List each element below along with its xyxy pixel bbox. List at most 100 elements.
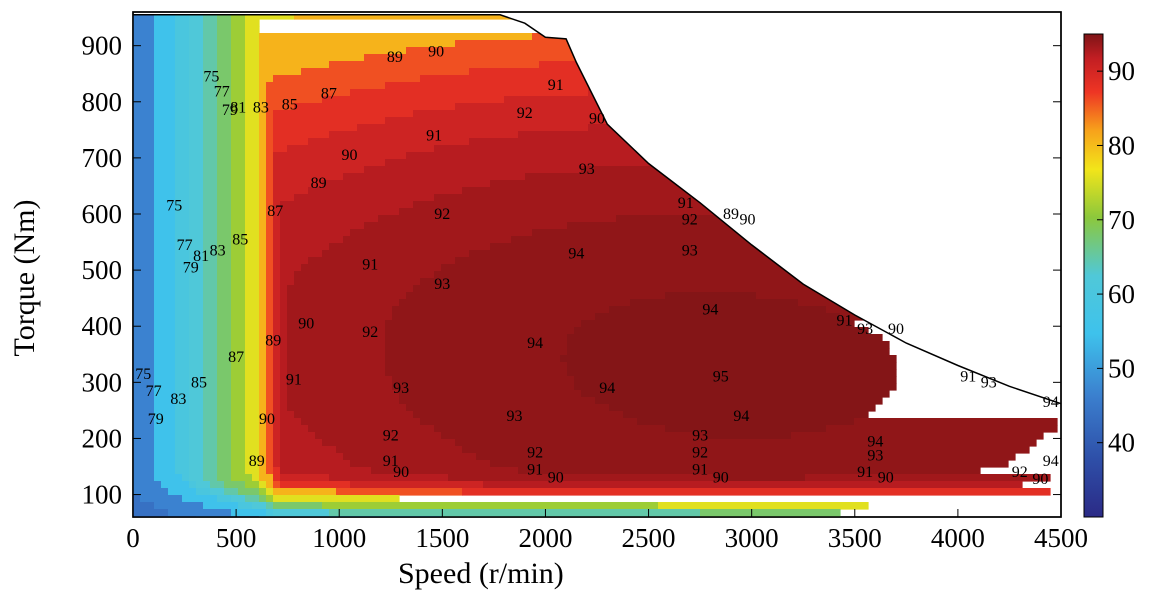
contour-band bbox=[154, 68, 176, 76]
contour-band bbox=[154, 222, 176, 230]
contour-label-90: 90 bbox=[259, 411, 275, 428]
contour-band bbox=[294, 194, 435, 202]
contour-band bbox=[259, 313, 267, 321]
contour-band bbox=[154, 341, 176, 349]
contour-band bbox=[322, 502, 659, 510]
contour-band bbox=[266, 89, 351, 97]
contour-band bbox=[154, 425, 176, 433]
contour-band bbox=[203, 222, 218, 230]
contour-label-94: 94 bbox=[568, 245, 584, 262]
contour-label-75: 75 bbox=[135, 366, 151, 383]
contour-band bbox=[133, 166, 155, 174]
contour-band bbox=[322, 250, 470, 258]
contour-band bbox=[266, 180, 274, 188]
contour-band bbox=[154, 110, 176, 118]
contour-band bbox=[189, 446, 204, 454]
contour-band bbox=[133, 432, 155, 440]
contour-band bbox=[175, 208, 190, 216]
contour-band bbox=[231, 124, 246, 132]
contour-band bbox=[714, 474, 806, 482]
contour-band bbox=[133, 131, 155, 139]
contour-label-90: 90 bbox=[878, 470, 894, 487]
contour-band bbox=[189, 152, 204, 160]
contour-band bbox=[329, 509, 701, 517]
contour-band bbox=[266, 495, 274, 503]
contour-band bbox=[259, 278, 267, 286]
contour-band bbox=[511, 236, 897, 244]
contour-band bbox=[350, 89, 589, 97]
contour-band bbox=[273, 390, 281, 398]
contour-band bbox=[231, 82, 246, 90]
contour-band bbox=[133, 390, 155, 398]
contour-band bbox=[266, 208, 274, 216]
contour-band bbox=[273, 201, 281, 209]
contour-band bbox=[217, 19, 232, 27]
contour-band bbox=[154, 61, 176, 69]
contour-band bbox=[245, 40, 260, 48]
contour-band bbox=[231, 96, 246, 104]
contour-band bbox=[385, 327, 575, 335]
contour-band bbox=[203, 264, 218, 272]
contour-band bbox=[231, 313, 246, 321]
contour-band bbox=[217, 355, 232, 363]
contour-band bbox=[217, 138, 232, 146]
contour-band bbox=[231, 68, 246, 76]
contour-band bbox=[196, 488, 211, 496]
contour-band bbox=[154, 369, 176, 377]
contour-band bbox=[231, 201, 246, 209]
contour-band bbox=[616, 215, 778, 223]
contour-band bbox=[189, 453, 204, 461]
contour-band bbox=[133, 341, 155, 349]
contour-band bbox=[203, 397, 218, 405]
y-tick-label: 900 bbox=[82, 31, 123, 61]
contour-band bbox=[308, 257, 456, 265]
contour-band bbox=[266, 103, 295, 111]
contour-band bbox=[245, 425, 260, 433]
contour-band bbox=[189, 285, 204, 293]
contour-band bbox=[245, 68, 260, 76]
colorbar-tick-label: 90 bbox=[1108, 56, 1135, 86]
contour-band bbox=[266, 152, 274, 160]
contour-band bbox=[154, 138, 176, 146]
contour-band bbox=[175, 117, 190, 125]
contour-band bbox=[287, 348, 386, 356]
contour-band bbox=[154, 306, 176, 314]
contour-band bbox=[154, 299, 176, 307]
contour-band bbox=[133, 40, 155, 48]
contour-band bbox=[189, 229, 204, 237]
x-tick-label: 0 bbox=[126, 523, 140, 553]
contour-label-92: 92 bbox=[692, 445, 708, 462]
contour-band bbox=[189, 96, 204, 104]
contour-band bbox=[217, 376, 232, 384]
contour-band bbox=[385, 369, 568, 377]
contour-band bbox=[245, 180, 260, 188]
contour-band bbox=[273, 502, 323, 510]
contour-band bbox=[308, 425, 435, 433]
y-axis: 100 200 300 400 500 600 700 800 900 bbox=[82, 31, 1061, 510]
contour-band bbox=[574, 376, 897, 384]
contour-band bbox=[231, 355, 246, 363]
contour-band bbox=[189, 33, 204, 41]
contour-band bbox=[308, 187, 463, 195]
contour-band bbox=[329, 131, 519, 139]
contour-band bbox=[245, 383, 260, 391]
contour-band bbox=[189, 425, 204, 433]
contour-band bbox=[259, 89, 267, 97]
contour-band bbox=[175, 327, 190, 335]
contour-band bbox=[266, 362, 274, 370]
contour-band bbox=[217, 299, 232, 307]
contour-band bbox=[203, 502, 239, 510]
contour-band bbox=[217, 89, 232, 97]
contour-band bbox=[280, 320, 288, 328]
contour-band bbox=[280, 453, 344, 461]
contour-band bbox=[273, 446, 281, 454]
contour-label-90: 90 bbox=[342, 147, 358, 164]
contour-band bbox=[133, 138, 155, 146]
contour-band bbox=[266, 82, 386, 90]
contour-band bbox=[322, 180, 491, 188]
contour-band bbox=[203, 68, 218, 76]
contour-band bbox=[245, 446, 260, 454]
contour-band bbox=[182, 495, 218, 503]
contour-band bbox=[273, 173, 344, 181]
contour-band bbox=[217, 236, 232, 244]
